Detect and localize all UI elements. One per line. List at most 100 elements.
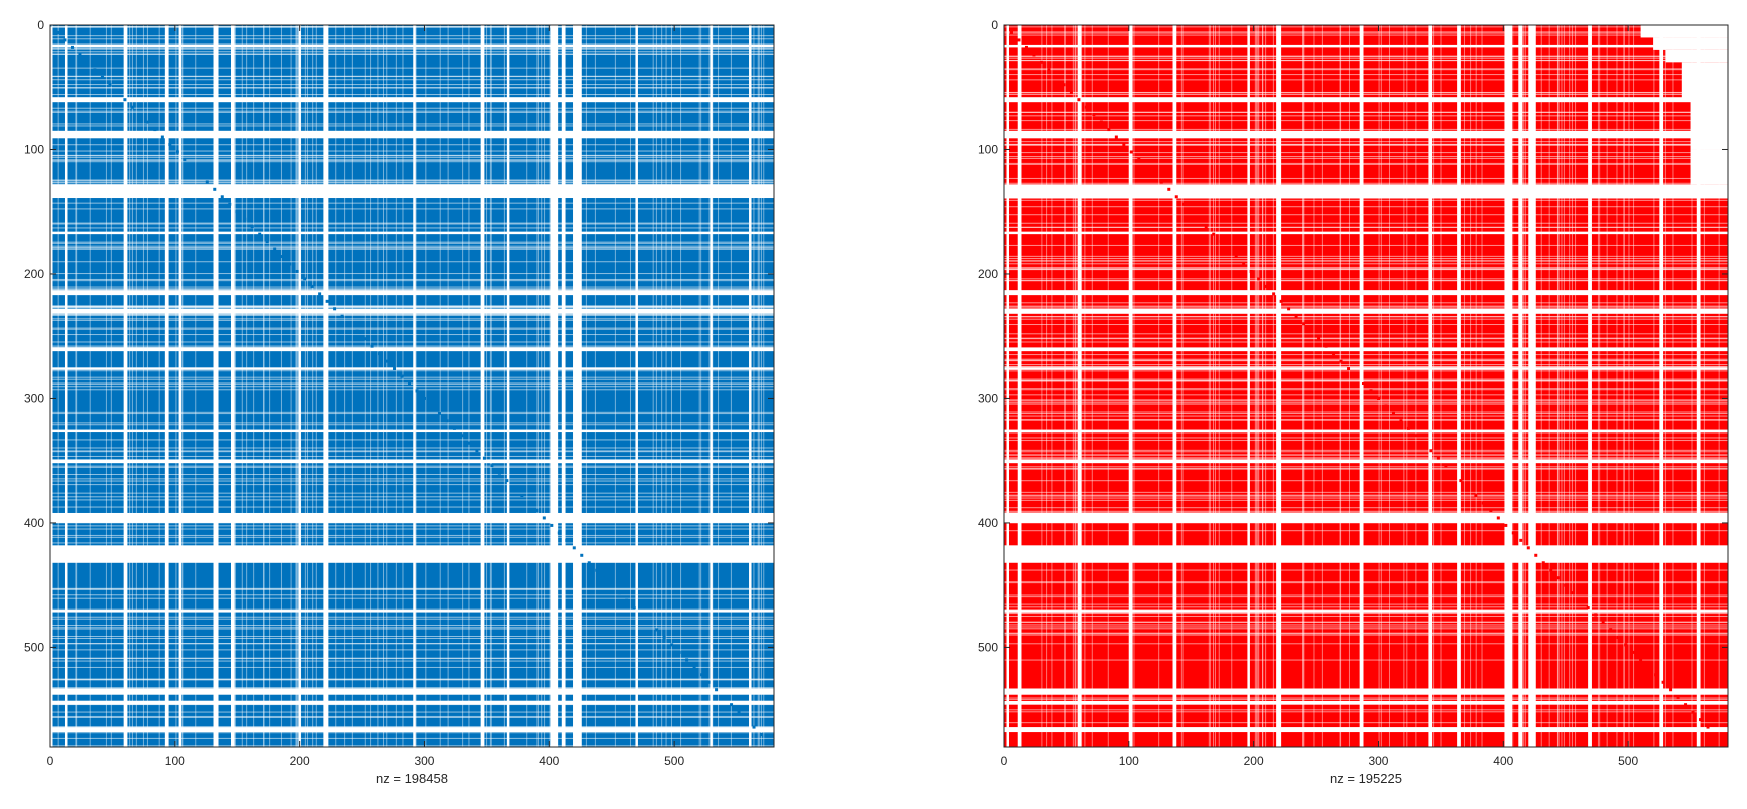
diagonal-nonzero xyxy=(445,419,449,423)
sparse-row xyxy=(1004,507,1728,509)
empty-column xyxy=(710,25,713,747)
diagonal-nonzero xyxy=(1466,486,1470,490)
sparse-row xyxy=(1004,31,1728,33)
empty-row xyxy=(1004,184,1728,199)
diagonal-nonzero xyxy=(1706,725,1710,729)
sparse-column xyxy=(110,25,112,747)
diagonal-nonzero xyxy=(93,68,97,72)
diagonal-nonzero xyxy=(550,523,554,527)
sparse-column xyxy=(1558,25,1560,747)
sparse-column xyxy=(1348,25,1350,747)
sparse-column xyxy=(1133,25,1135,747)
diagonal-nonzero xyxy=(1317,337,1321,341)
empty-column xyxy=(231,25,235,747)
diagonal-nonzero xyxy=(138,113,142,117)
diagonal-nonzero xyxy=(370,344,374,348)
sparse-row xyxy=(1004,305,1728,307)
sparse-column xyxy=(1633,25,1635,747)
sparse-column xyxy=(1257,25,1259,747)
sparse-row xyxy=(1004,380,1728,382)
diagonal-nonzero xyxy=(1549,568,1553,572)
sparse-column xyxy=(1440,25,1442,747)
diagonal-nonzero xyxy=(715,688,719,692)
sparse-column xyxy=(1616,25,1618,747)
sparse-row xyxy=(1004,162,1728,164)
diagonal-nonzero xyxy=(490,464,494,468)
sparse-row xyxy=(1004,68,1728,70)
sparse-column xyxy=(1075,25,1077,747)
x-tick-label: 400 xyxy=(539,754,559,768)
sparse-row xyxy=(1004,56,1728,58)
sparse-column xyxy=(269,25,271,747)
diagonal-nonzero xyxy=(1159,180,1163,184)
sparse-column xyxy=(1521,25,1523,747)
x-tick-label: 500 xyxy=(664,754,684,768)
sparse-column xyxy=(594,25,596,747)
diagonal-nonzero xyxy=(1152,172,1156,176)
sparse-row xyxy=(50,248,774,250)
sparse-column xyxy=(503,25,505,747)
empty-column xyxy=(178,25,182,747)
right-xlabel: nz = 195225 xyxy=(1330,771,1402,786)
diagonal-nonzero xyxy=(288,262,292,266)
sparse-row xyxy=(50,223,774,225)
sparse-row xyxy=(1004,454,1728,456)
diagonal-nonzero xyxy=(617,591,621,595)
sparse-row xyxy=(50,84,774,86)
sparse-row xyxy=(1004,269,1728,271)
sparse-column xyxy=(146,25,148,747)
sparse-row xyxy=(1004,626,1728,628)
sparse-row xyxy=(1004,497,1728,499)
sparse-column xyxy=(698,25,700,747)
diagonal-nonzero xyxy=(258,232,262,236)
diagonal-nonzero xyxy=(205,180,209,184)
sparse-row xyxy=(1004,120,1728,122)
diagonal-nonzero xyxy=(1204,225,1208,229)
sparse-row xyxy=(1004,415,1728,417)
sparse-row xyxy=(1004,306,1728,308)
sparse-row xyxy=(1004,333,1728,335)
sparse-row xyxy=(50,660,774,662)
diagonal-nonzero xyxy=(63,38,67,42)
sparse-row xyxy=(50,413,774,415)
sparse-row xyxy=(50,314,774,316)
sparse-column xyxy=(1272,25,1274,747)
empty-column xyxy=(413,25,416,747)
diagonal-nonzero xyxy=(1586,606,1590,610)
sparse-row xyxy=(1004,79,1728,81)
sparse-column xyxy=(614,25,616,747)
sparse-column xyxy=(763,25,765,747)
sparse-column xyxy=(1218,25,1220,747)
sparse-row xyxy=(1004,530,1728,532)
y-tick-label: 500 xyxy=(24,640,44,654)
sparse-column xyxy=(1523,25,1525,747)
sparse-column xyxy=(1623,25,1625,747)
empty-row xyxy=(1004,97,1728,103)
sparse-row xyxy=(50,54,774,56)
sparse-row xyxy=(1004,606,1728,608)
diagonal-nonzero xyxy=(325,299,329,303)
y-tick-label: 300 xyxy=(24,391,44,405)
diagonal-nonzero xyxy=(1054,75,1058,79)
empty-row xyxy=(50,130,774,139)
sparse-row xyxy=(50,643,774,645)
diagonal-nonzero xyxy=(535,508,539,512)
sparse-row xyxy=(50,376,774,378)
empty-column xyxy=(1588,25,1592,747)
sparse-column xyxy=(241,25,243,747)
diagonal-nonzero xyxy=(1594,613,1598,617)
diagonal-nonzero xyxy=(610,583,614,587)
sparse-row xyxy=(50,110,774,112)
diagonal-nonzero xyxy=(1444,464,1448,468)
diagonal-nonzero xyxy=(662,635,666,639)
sparse-row xyxy=(50,125,774,127)
sparse-column xyxy=(1081,25,1083,747)
diagonal-nonzero xyxy=(685,658,689,662)
sparse-row xyxy=(1004,34,1728,36)
y-tick-label: 200 xyxy=(978,267,998,281)
sparse-row xyxy=(50,588,774,590)
sparse-row xyxy=(1004,659,1728,661)
sparse-row xyxy=(1004,612,1728,614)
sparse-row xyxy=(50,202,774,204)
empty-column xyxy=(561,25,566,747)
